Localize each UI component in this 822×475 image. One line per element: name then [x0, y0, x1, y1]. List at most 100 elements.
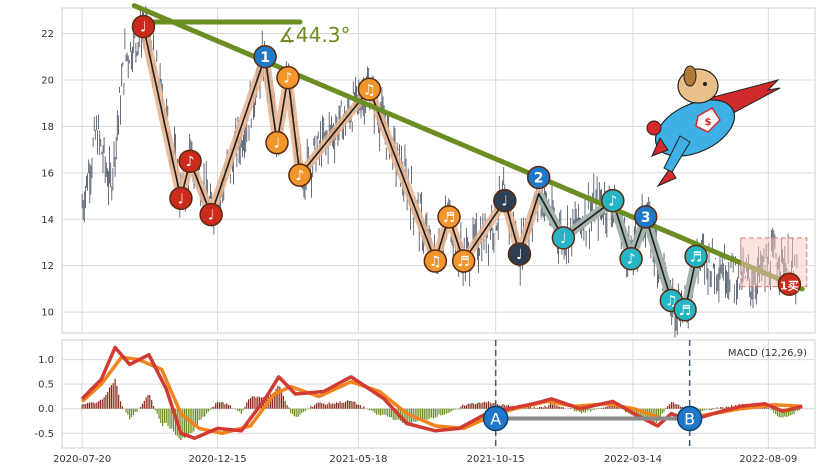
macd-marker: A	[482, 405, 509, 432]
marker-glyph: 1买	[780, 279, 799, 292]
price-marker: ♩	[131, 14, 156, 39]
price-marker: ♫	[423, 249, 448, 273]
marker-circle	[601, 188, 625, 213]
marker-circle	[551, 226, 576, 250]
marker-glyph: ♫	[429, 254, 442, 270]
macd-y-tick-label: 0.0	[38, 404, 54, 415]
price-y-tick-label: 12	[41, 261, 54, 272]
price-plot-frame	[61, 7, 816, 334]
marker-circle	[437, 205, 461, 229]
macd-marker-circle	[482, 405, 509, 432]
marker-glyph: ♩	[178, 191, 185, 207]
marker-circle	[423, 249, 448, 273]
price-y-tick-label: 20	[41, 75, 54, 86]
marker-circle	[131, 14, 156, 39]
marker-glyph: ♪	[295, 168, 304, 184]
x-tick-label: 2022-08-09	[739, 454, 797, 465]
price-marker: ♩	[493, 188, 517, 213]
mascot-shield	[695, 107, 721, 133]
price-marker: ♪	[178, 149, 202, 173]
price-marker: ♪	[288, 163, 312, 187]
marker-circle	[451, 249, 476, 273]
marker-glyph: ♬	[679, 303, 692, 319]
zigzag-line	[142, 26, 697, 311]
marker-glyph: ♬	[443, 210, 456, 226]
price-marker: ♩	[507, 242, 532, 266]
price-marker: ♩	[199, 202, 223, 227]
mascot-eye	[703, 82, 707, 86]
price-marker: ♪	[619, 246, 643, 271]
marker-glyph: ♪	[608, 194, 617, 210]
marker-glyph: 3	[641, 210, 651, 226]
marker-glyph: ♪	[284, 71, 293, 87]
price-marker: ♩	[169, 186, 193, 211]
macd-y-tick-label: -0.5	[34, 429, 54, 440]
marker-circle	[169, 186, 193, 211]
x-axis: 2020-07-20 2020-12-15 2021-05-18 2021-10-15…	[53, 454, 797, 465]
price-y-tick-label: 18	[41, 122, 54, 133]
marker-glyph: ♩	[516, 247, 523, 263]
price-marker: 3	[633, 205, 658, 229]
marker-circle	[777, 272, 802, 296]
flying-dog-superhero-icon: $	[646, 65, 781, 188]
angle-label: ∡44.3°	[278, 23, 350, 47]
marker-glyph: ♪	[627, 252, 636, 268]
marker-circle	[673, 298, 697, 322]
price-y-tick-label: 10	[41, 308, 54, 319]
marker-glyph: ♩	[140, 20, 147, 36]
marker-glyph: ♬	[457, 254, 470, 270]
marker-circle	[526, 165, 551, 190]
price-y-tick-label: 14	[41, 215, 54, 226]
marker-circle	[288, 163, 312, 187]
price-marker: ♪	[601, 188, 625, 213]
mascot-boot-back	[656, 167, 677, 188]
price-marker: ♪	[276, 65, 300, 90]
price-y-tick-label: 22	[41, 29, 54, 40]
price-marker: ♬	[673, 298, 697, 322]
price-marker: ♩	[265, 130, 289, 155]
x-tick-label: 2021-10-15	[467, 454, 525, 465]
marker-glyph: ♩	[502, 194, 509, 210]
mascot-glove	[646, 120, 662, 136]
marker-glyph: ♫	[363, 82, 376, 98]
marker-circle	[178, 149, 202, 173]
macd-marker-circle	[676, 405, 703, 432]
price-marker: 2	[526, 165, 551, 190]
marker-circle	[633, 205, 658, 229]
marker-glyph: 2	[534, 170, 544, 186]
marker-glyph: ♬	[690, 249, 703, 265]
price-marker: ♬	[684, 244, 708, 269]
price-y-tick-label: 16	[41, 168, 54, 179]
macd-y-tick-label: 1.0	[38, 355, 54, 366]
x-tick-label: 2022-03-14	[604, 454, 662, 465]
price-marker: ♩	[551, 226, 576, 250]
marker-circle	[684, 244, 708, 269]
macd-marker: B	[676, 405, 703, 432]
marker-glyph: ♩	[560, 231, 567, 247]
marker-glyph: 1	[260, 50, 270, 66]
price-marker: ♬	[437, 205, 461, 229]
price-marker: ♬	[451, 249, 476, 273]
macd-legend-label: MACD (12,26,9)	[728, 348, 807, 359]
mascot-ear	[683, 65, 697, 87]
marker-circle	[507, 242, 532, 266]
x-tick-label: 2021-05-18	[329, 454, 387, 465]
price-marker: 1	[253, 45, 277, 69]
macd-marker-label: B	[684, 410, 695, 429]
trend-line	[131, 3, 805, 292]
macd-panel: -0.5 0.0 0.5 1.0 A B MACD (12,26,9)	[34, 339, 816, 449]
mascot-shield-glyph: $	[705, 117, 712, 128]
macd-marker-label: A	[490, 410, 501, 429]
marker-circle	[276, 65, 300, 90]
price-marker: 1买	[777, 272, 802, 296]
macd-plot-frame	[61, 339, 816, 449]
x-tick-label: 2020-07-20	[53, 454, 111, 465]
macd-y-tick-label: 0.5	[38, 380, 54, 391]
marker-glyph: ♩	[208, 208, 215, 224]
marker-circle	[493, 188, 517, 213]
marker-glyph: ♪	[186, 154, 195, 170]
marker-circle	[199, 202, 223, 227]
